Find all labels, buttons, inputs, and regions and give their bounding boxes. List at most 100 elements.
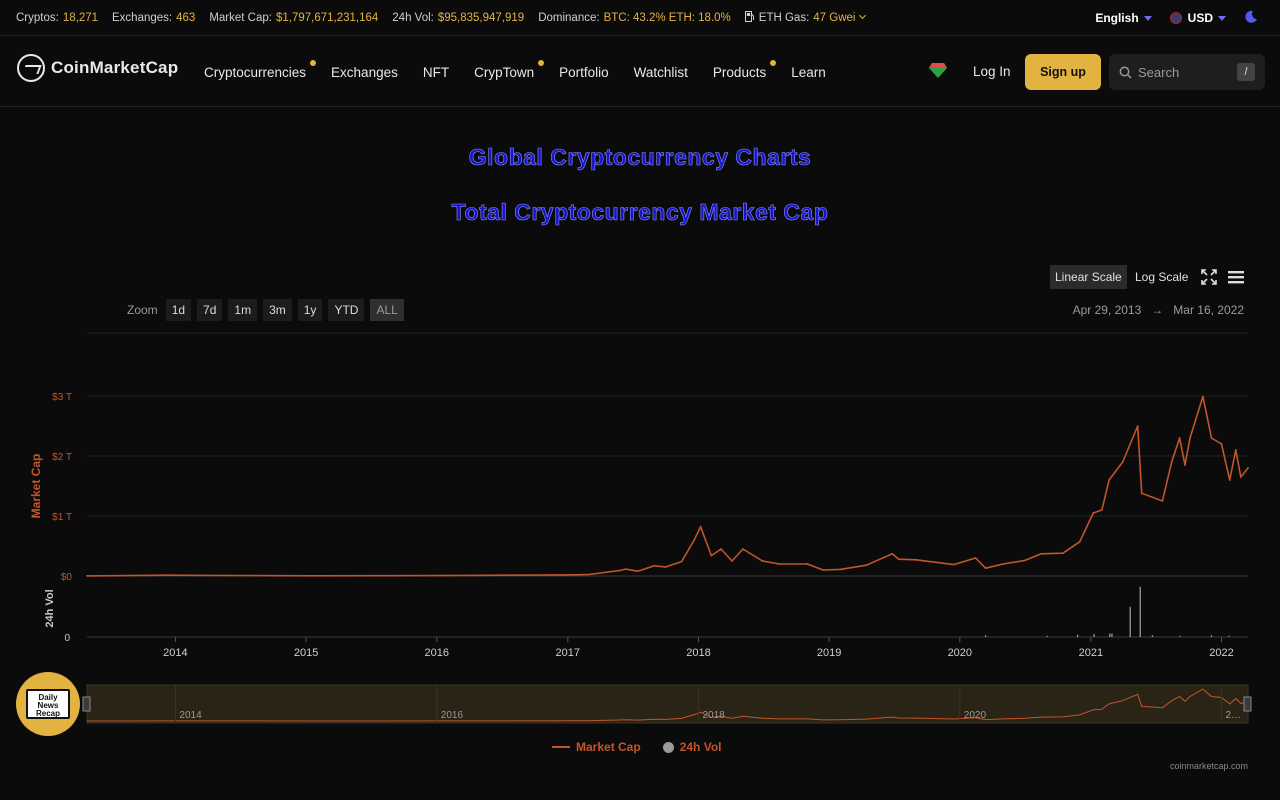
global-stats-bar: Cryptos: 18,271 Exchanges: 463 Market Cap: $1… [0, 0, 1280, 36]
nav-item-exchanges[interactable]: Exchanges [331, 65, 398, 80]
main-navbar: CoinMarketCap Cryptocurrencies Exchanges N… [0, 37, 1280, 107]
market-cap-point [435, 574, 438, 577]
log-scale-button[interactable]: Log Scale [1130, 265, 1193, 289]
search-icon [1119, 66, 1132, 79]
market-cap-point [163, 574, 165, 577]
y-tick-label: $3 T [52, 392, 72, 403]
signup-button[interactable]: Sign up [1025, 54, 1101, 90]
legend-line-swatch [552, 746, 570, 748]
nav-item-cryptocurrencies[interactable]: Cryptocurrencies [204, 59, 317, 80]
y2-tick-label: 0 [64, 633, 70, 644]
moon-icon [1245, 10, 1257, 23]
x-tick-label: 2020 [948, 647, 972, 659]
market-cap-point [778, 563, 781, 565]
market-cap-point [618, 569, 621, 572]
nav-item-nft[interactable]: NFT [423, 65, 449, 80]
zoom-button-all[interactable]: ALL [370, 299, 404, 321]
nav-item-products[interactable]: Products [713, 59, 777, 80]
zoom-button-ytd[interactable]: YTD [328, 299, 365, 321]
legend-item-volume[interactable]: 24h Vol [662, 740, 721, 754]
navigator-tick-label: 2… [1226, 710, 1242, 721]
stat-label: ETH Gas: [758, 12, 810, 24]
market-cap-point [624, 568, 627, 570]
market-cap-point [1108, 479, 1110, 481]
market-cap-point [228, 574, 231, 577]
market-cap-chart[interactable]: $0 $1 T $2 T $3 T 0 Market Cap 24h Vol 2014 2015… [0, 330, 1280, 740]
date-range[interactable]: Apr 29, 2013 → Mar 16, 2022 [1073, 303, 1244, 317]
search-shortcut-key: / [1237, 63, 1255, 81]
navigator-handle[interactable] [82, 696, 91, 712]
zoom-button-1y[interactable]: 1y [297, 299, 323, 321]
market-cap-point [588, 573, 590, 576]
stat-label: 24h Vol: [392, 11, 434, 24]
daily-news-recap-badge[interactable]: Daily News Recap [16, 672, 80, 736]
market-cap-point [1140, 492, 1143, 495]
nav-menu: Cryptocurrencies Exchanges NFT CrypTown Port… [204, 37, 851, 107]
nav-item-label: Watchlist [633, 64, 688, 80]
zoom-button-1m[interactable]: 1m [228, 299, 258, 321]
stat-value[interactable]: $1,797,671,231,164 [275, 11, 379, 24]
zoom-label: Zoom [127, 303, 158, 317]
nav-item-watchlist[interactable]: Watchlist [634, 65, 688, 80]
market-cap-point [1002, 563, 1004, 565]
stat-value[interactable]: $95,835,947,919 [437, 11, 525, 24]
legend-item-market-cap[interactable]: Market Cap [552, 740, 641, 754]
nav-item-label: Exchanges [331, 64, 398, 80]
stat-value[interactable]: 463 [176, 11, 196, 24]
zoom-button-1d[interactable]: 1d [165, 299, 192, 321]
y-axis-title: Market Cap [29, 454, 43, 519]
x-tick-label: 2015 [294, 647, 318, 659]
language-selector[interactable]: English [1095, 11, 1152, 25]
range-navigator[interactable]: 2014 2016 2018 2020 2… [82, 684, 1252, 724]
market-cap-point [653, 564, 656, 567]
diamond-icon[interactable] [929, 62, 947, 78]
chevron-down-icon [1143, 16, 1152, 22]
stat-value[interactable]: 18,271 [62, 11, 99, 24]
market-cap-point [761, 560, 764, 562]
search-box[interactable]: / [1109, 54, 1265, 90]
login-link[interactable]: Log In [973, 64, 1011, 79]
market-cap-point [974, 557, 977, 559]
chart-title: Total Cryptocurrency Market Cap [451, 199, 829, 226]
currency-label: USD [1187, 11, 1213, 25]
dark-mode-toggle[interactable] [1244, 10, 1258, 27]
stat-item: Cryptos: 18,271 [16, 12, 98, 24]
nav-item-cryptown[interactable]: CrypTown [474, 59, 545, 80]
navigator-tick-label: 2016 [441, 710, 464, 721]
market-cap-point [915, 558, 917, 561]
x-tick-label: 2016 [425, 647, 449, 659]
stat-item[interactable]: ETH Gas: 47 Gwei [744, 11, 867, 24]
zoom-button-3m[interactable]: 3m [263, 299, 292, 321]
stat-item: Dominance: BTC: 43.2% ETH: 18.0% [538, 12, 731, 24]
linear-scale-button[interactable]: Linear Scale [1050, 265, 1127, 289]
market-cap-point [731, 560, 733, 562]
market-cap-point [1210, 437, 1213, 439]
badge-label: Daily News Recap [26, 689, 70, 719]
range-start[interactable]: Apr 29, 2013 [1072, 303, 1142, 317]
x-tick-label: 2018 [686, 647, 710, 659]
market-cap-point [898, 558, 900, 561]
stat-label: Dominance: [538, 11, 600, 24]
currency-selector[interactable]: USD [1169, 11, 1226, 25]
market-cap-point [1170, 461, 1173, 463]
market-cap-point [1247, 467, 1249, 469]
stat-value[interactable]: BTC: 43.2% ETH: 18.0% [603, 11, 731, 24]
stat-item: Exchanges: 463 [112, 12, 195, 24]
zoom-button-7d[interactable]: 7d [197, 299, 223, 321]
market-cap-point [1161, 500, 1164, 502]
nav-item-learn[interactable]: Learn [791, 65, 826, 80]
chart-credit[interactable]: coinmarketcap.com [1169, 761, 1248, 771]
site-logo[interactable]: CoinMarketCap [17, 54, 178, 82]
navigator-mask [86, 684, 1249, 724]
menu-icon[interactable] [1227, 268, 1245, 286]
new-indicator-dot [770, 59, 777, 66]
nav-item-portfolio[interactable]: Portfolio [559, 65, 609, 80]
nav-item-label: Cryptocurrencies [204, 64, 307, 80]
search-input[interactable] [1138, 64, 1238, 80]
fullscreen-icon[interactable] [1201, 269, 1217, 285]
range-end[interactable]: Mar 16, 2022 [1173, 303, 1244, 317]
navigator-handle[interactable] [1243, 696, 1252, 712]
chevron-down-icon [859, 11, 867, 20]
stat-value: 47 Gwei [813, 12, 856, 24]
market-cap-line [86, 395, 1249, 577]
